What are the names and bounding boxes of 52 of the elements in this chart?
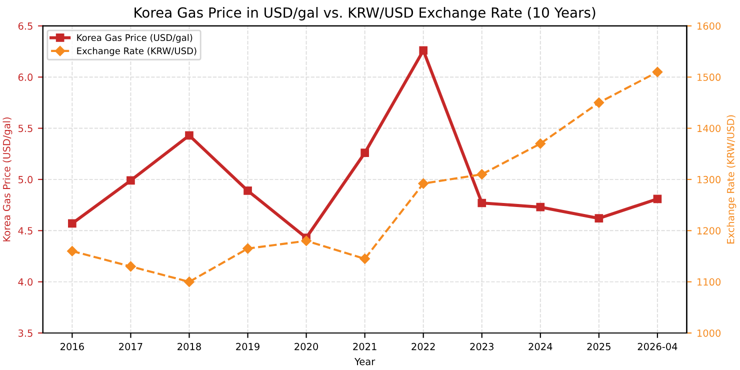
y-axis-title: Korea Gas Price (USD/gal): [2, 118, 12, 242]
x-tick-label: 2020: [294, 342, 318, 350]
point: [652, 66, 663, 78]
point: [476, 169, 487, 180]
point: [126, 176, 135, 185]
y2-tick-label: 1200: [698, 227, 721, 234]
point: [653, 194, 662, 204]
y2-tick-label: 1600: [698, 22, 721, 30]
y-tick-label: 6.5: [18, 22, 32, 30]
point: [594, 98, 604, 108]
point: [478, 198, 486, 208]
x-tick-label: 2016: [60, 342, 84, 350]
point: [360, 254, 370, 264]
chart-title: Korea Gas Price in USD/gal vs. KRW/USD Exchange Rate (10 Years): [134, 7, 596, 20]
legend-label: Exchange Rate (KRW/USD): [77, 47, 196, 56]
point: [419, 46, 428, 55]
x-tick-label: 2024: [528, 342, 552, 350]
y2-tick-label: 1500: [698, 74, 721, 81]
x-tick-label: 2021: [353, 342, 376, 350]
point: [418, 178, 428, 189]
point: [594, 214, 604, 223]
x-tick-label: 2018: [178, 342, 201, 350]
point: [185, 131, 194, 140]
x-tick-label: 2023: [470, 342, 494, 350]
x-tick-label: 2019: [236, 342, 260, 350]
point: [184, 276, 194, 287]
y-tick-label: 4.5: [18, 227, 32, 234]
y-tick-label: 3.5: [18, 329, 32, 337]
x-tick-label: 2025: [587, 342, 610, 350]
point: [67, 246, 78, 256]
point: [536, 202, 545, 212]
y2-axis-title: Exchange Rate (KRW/USD): [726, 115, 736, 244]
point: [301, 236, 312, 246]
y-tick-label: 5.0: [18, 176, 33, 184]
point: [126, 261, 136, 272]
y2-tick-label: 1100: [698, 278, 721, 286]
point: [244, 186, 252, 195]
x-tick-label: 2026-04: [638, 342, 678, 350]
point: [360, 148, 369, 157]
point: [535, 138, 546, 149]
y-tick-label: 5.5: [18, 124, 32, 132]
y2-tick-label: 1300: [698, 176, 721, 184]
x-axis-title: Year: [354, 358, 376, 366]
x-tick-label: 2022: [412, 342, 435, 350]
y2-tick-label: 1000: [698, 329, 721, 337]
x-tick-label: 2017: [119, 342, 142, 350]
legend-label: Korea Gas Price (USD/gal): [77, 34, 192, 43]
y2-tick-label: 1400: [698, 124, 721, 132]
point: [68, 219, 76, 228]
y-tick-label: 6.0: [18, 74, 33, 81]
point: [242, 243, 253, 254]
y-tick-label: 4.0: [18, 278, 33, 286]
